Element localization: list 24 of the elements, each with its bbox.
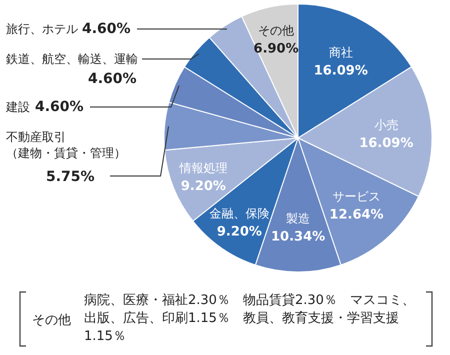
slice-label: 製造: [286, 211, 310, 226]
data-label: 16.09%: [314, 64, 368, 79]
slice-label: 小売: [374, 118, 398, 132]
data-label: 4.60%: [88, 71, 137, 87]
slice-label: 金融、保険: [209, 206, 270, 220]
data-label: 4.60%: [35, 99, 84, 115]
data-label: 9.20%: [180, 178, 226, 194]
data-label: 6.90%: [254, 42, 299, 57]
slice-label: 商社: [328, 46, 353, 60]
text: その他: [32, 313, 71, 328]
slice-label: 情報処理: [178, 160, 228, 175]
slice-label: 旅行、ホテル: [6, 22, 78, 36]
slice-label: 建設: [5, 100, 30, 114]
slice-label: サービス: [332, 189, 380, 204]
data-label: 12.64%: [329, 207, 384, 222]
slice-label: 不動産取引（建物・賃貸・管理）: [6, 130, 126, 160]
data-label: 9.20%: [216, 224, 262, 240]
data-label: 16.09%: [359, 136, 414, 152]
data-label: 10.34%: [271, 229, 326, 244]
slice-label: その他: [258, 24, 294, 38]
data-label: 5.75%: [46, 169, 95, 185]
text: 病院、医療・福祉2.30％ 物品賃貸2.30％ マスコミ、出版、広告、印刷1.15％ 教員、教育支援・学習支援1.15％: [84, 292, 416, 346]
data-label: 4.60%: [82, 21, 131, 37]
slice-label: 鉄道、航空、輸送、運輸: [6, 52, 138, 66]
